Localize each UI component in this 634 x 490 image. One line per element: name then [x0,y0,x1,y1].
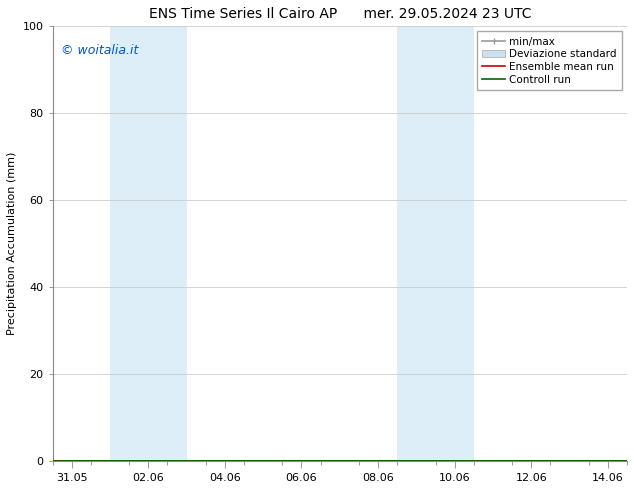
Text: © woitalia.it: © woitalia.it [61,44,138,57]
Bar [110,26,186,461]
Bar [398,26,474,461]
Legend: min/max, Deviazione standard, Ensemble mean run, Controll run: min/max, Deviazione standard, Ensemble m… [477,31,622,90]
Title: ENS Time Series Il Cairo AP      mer. 29.05.2024 23 UTC: ENS Time Series Il Cairo AP mer. 29.05.2… [148,7,531,21]
Y-axis label: Precipitation Accumulation (mm): Precipitation Accumulation (mm) [7,152,17,336]
